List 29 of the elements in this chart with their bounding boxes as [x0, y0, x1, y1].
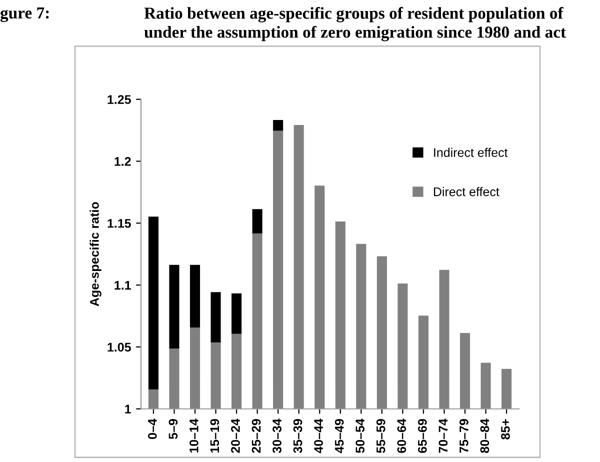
y-tick-label: 1.2 [114, 157, 131, 166]
x-tick-label: 35–39 [293, 419, 302, 454]
x-tick-label: 0–4 [148, 418, 157, 439]
x-tick-label: 15–19 [210, 419, 220, 453]
x-tick-label: 40–44 [314, 418, 323, 454]
x-tick-label: 20–24 [231, 418, 240, 453]
x-tick-label: 75–79 [460, 419, 468, 453]
text: gure 7: [0, 7, 49, 22]
x-tick-label: 50–54 [356, 418, 365, 453]
x-tick-label: 55–59 [376, 419, 386, 453]
x-tick-label: 65–69 [418, 419, 427, 453]
x-tick-label: 10–14 [190, 418, 198, 453]
y-tick-label: 1.25 [108, 95, 131, 104]
y-axis-title: Age-specific ratio [90, 202, 102, 306]
x-tick-label: 85+ [501, 419, 510, 440]
x-tick-label: 25–29 [252, 419, 261, 453]
x-tick-label: 80–84 [480, 418, 490, 453]
y-tick-label: 1.05 [108, 342, 131, 352]
y-tick-label: 1.1 [114, 280, 131, 290]
legend-label: Direct effect [434, 187, 500, 196]
y-tick-label: 1.15 [108, 219, 131, 228]
x-tick-label: 60–64 [397, 418, 406, 453]
y-tick-label: 1 [125, 404, 131, 414]
legend-label: Indirect effect [434, 148, 508, 157]
chart-title: Ratio between age-specific groups of resident population of under the assumption of zero emigration since 1980 and act [144, 6, 566, 42]
x-tick-label: 70–74 [438, 418, 448, 453]
x-tick-label: 45–49 [334, 419, 344, 454]
x-tick-label: 30–34 [272, 418, 282, 454]
x-tick-label: 5–9 [168, 419, 178, 440]
